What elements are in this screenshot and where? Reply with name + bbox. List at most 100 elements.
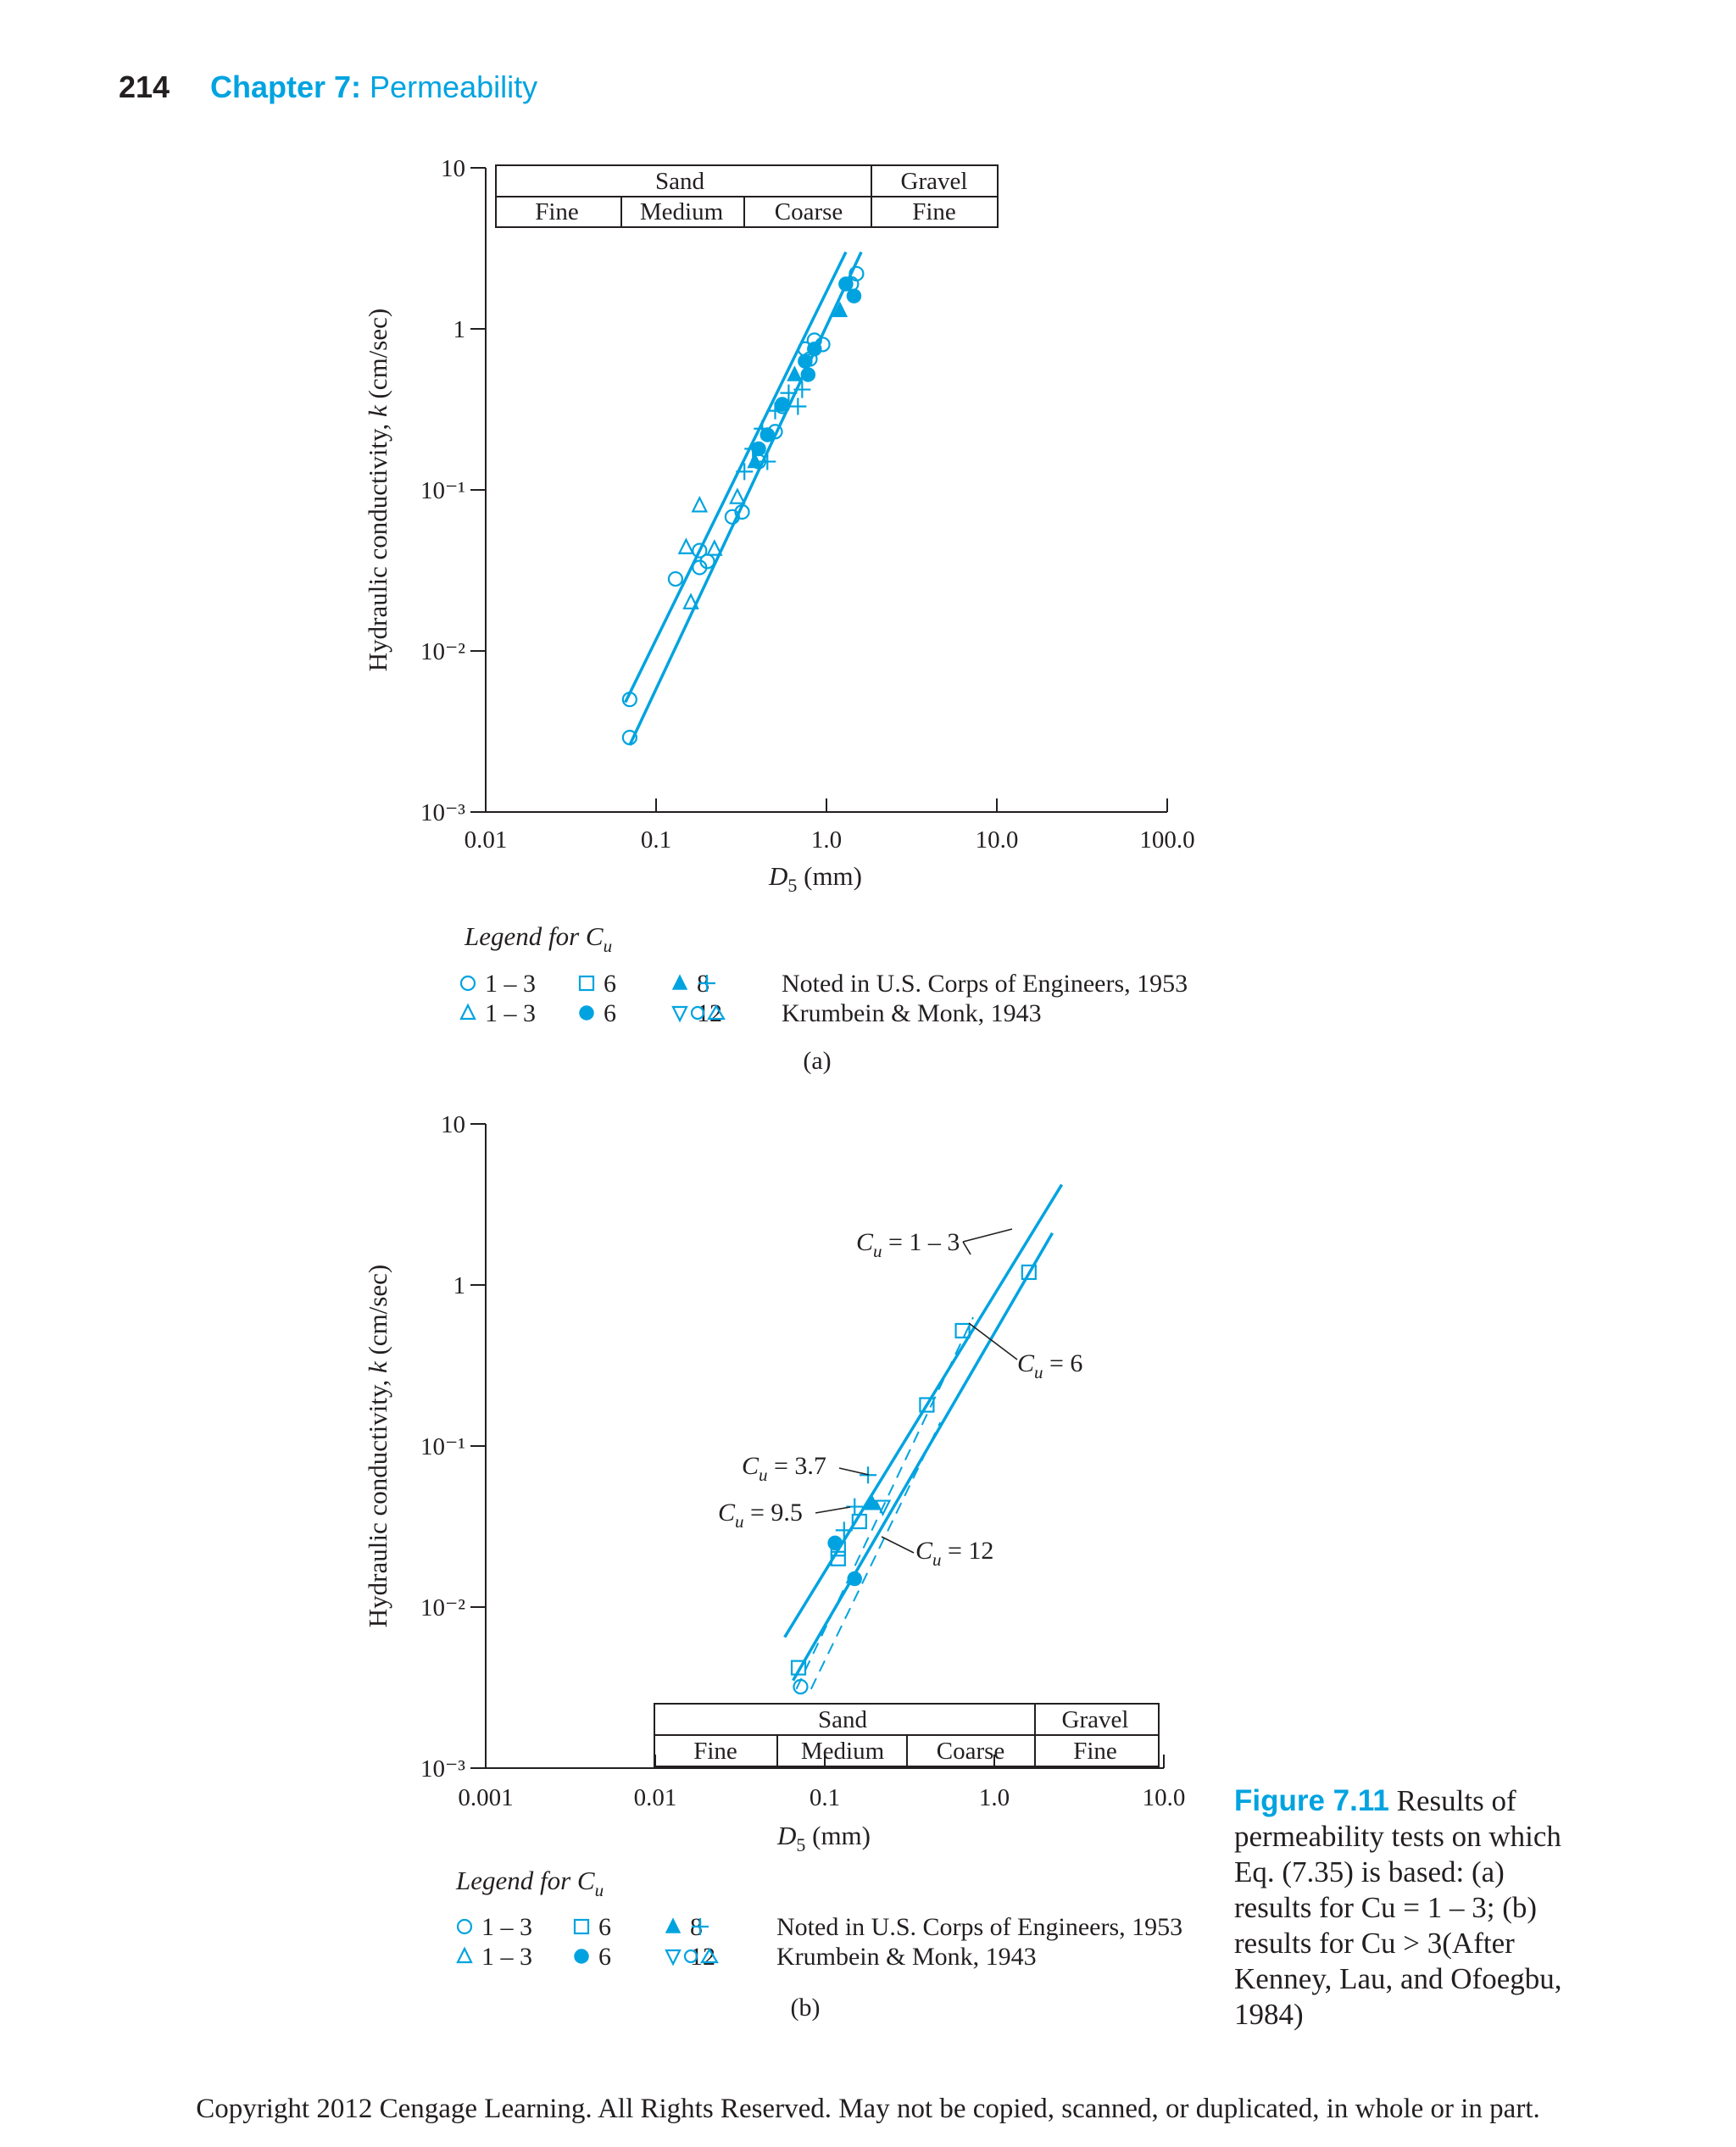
x-tick-label: 0.01 [634,1784,677,1811]
legend-marker-square-open [573,1918,590,1935]
legend-marker-triangle-filled [665,1917,682,1933]
legend-label: Noted in U.S. Corps of Engineers, 1953 [776,1913,1182,1941]
data-point-square-open [954,1322,971,1339]
x-tick-label: 0.001 [458,1784,513,1811]
data-point-plus [789,398,807,415]
legend-label: 6 [598,1943,611,1971]
data-point-square-open [1021,1264,1037,1281]
legend-label: 6 [598,1913,611,1941]
legend-label: 1 – 3 [481,1943,532,1971]
annotation-leader [815,1506,851,1514]
cu-annotation: Cu = 12 [915,1537,993,1570]
y-tick-label: 1 [453,316,466,343]
cu-annotation: Cu = 1 – 3 [856,1228,960,1261]
x-axis-label: D5 (mm) [776,1821,871,1855]
data-point-plus [780,384,798,402]
cu-annotation: Cu = 6 [1017,1349,1082,1382]
table-group-label: Gravel [1062,1706,1129,1733]
trend-line [628,251,863,746]
legend-label: 1 – 3 [485,999,536,1027]
data-point-triangle-filled [787,365,803,381]
cu-annotation: Cu = 3.7 [742,1452,826,1485]
data-point-circle-filled [846,288,862,303]
legend-marker-circle-triangle-open [690,1004,726,1021]
y-tick-label: 10⁻¹ [420,1433,465,1460]
data-point-triangle-open [706,539,723,556]
table-group-label: Sand [655,168,705,195]
x-tick-label: 0.01 [465,826,508,854]
chapter-heading: Chapter 7: Permeability [210,70,537,105]
table-class-label: Coarse [775,198,843,225]
data-point-circle-filled [775,397,790,412]
data-point-triangle-open [677,537,695,554]
y-tick-label: 1 [453,1272,466,1299]
figure-label: Figure 7.11 [1234,1784,1389,1817]
y-tick-label: 10⁻¹ [420,477,465,504]
legend-marker-triangle-open [459,1003,476,1021]
data-point-triangle-open [682,592,699,609]
legend-label: Krumbein & Monk, 1943 [782,999,1042,1027]
page-number: 214 [119,70,170,104]
table-class-label: Fine [693,1738,737,1765]
data-point-square-open [851,1513,867,1530]
x-tick-label: 0.1 [641,826,671,854]
data-point-plus [744,440,762,458]
legend-circle-shape [683,1949,698,1964]
data-point-circle-filled [807,341,822,357]
data-point-square-open [830,1550,846,1566]
y-tick-label: 10⁻² [420,638,465,665]
legend-triangle-shape [700,1947,719,1964]
panel-label: (a) [803,1047,831,1075]
x-tick-label: 100.0 [1139,826,1194,854]
legend-label: 1 – 3 [481,1913,532,1941]
legend-marker-circle-filled [574,1949,589,1964]
data-point-plus [759,453,776,470]
legend-marker-plus [692,1918,709,1935]
annotation-leader [881,1536,915,1554]
trend-line [624,251,848,704]
caption-text: Results of permeability tests on which E… [1234,1784,1562,2031]
x-tick-label: 0.1 [810,1784,840,1811]
x-tick-label: 1.0 [979,1784,1010,1811]
annotation-leader [838,1467,870,1476]
x-tick-label: 1.0 [811,826,842,854]
y-axis-label: Hydraulic conductivity, k (cm/sec) [363,1265,392,1627]
data-point-circle-filled [847,1571,862,1587]
data-point-plus [835,1521,853,1539]
y-axis-label: Hydraulic conductivity, k (cm/sec) [363,309,392,671]
figure-caption: Figure 7.11 Results of permeability test… [1234,1783,1573,2033]
legend-circle-shape [690,1005,705,1021]
data-point-plus [766,402,784,420]
table-class-label: Fine [535,198,579,225]
table-group-label: Sand [818,1706,868,1733]
legend-marker-circle-open [456,1918,473,1935]
data-point-circle-open [734,503,750,520]
legend-label: 1 – 3 [485,970,536,998]
data-point-circle-open [621,730,637,746]
data-point-square-open [790,1660,807,1676]
panel-label: (b) [791,1994,821,2022]
chapter-label: Chapter 7: [210,70,362,104]
data-point-triangle-open [691,495,709,513]
legend-marker-circle-triangle-open [683,1947,719,1964]
data-point-plus [754,420,771,437]
legend-label: Krumbein & Monk, 1943 [776,1943,1037,1971]
legend-label: 12 [690,1943,715,1971]
dashed-trend-line [810,1421,942,1690]
y-tick-label: 10 [441,1111,465,1138]
copyright-footer: Copyright 2012 Cengage Learning. All Rig… [196,2094,1540,2124]
data-point-triangle-filled [832,301,849,318]
data-point-triangle-open [729,487,746,504]
legend-title: Legend for Cu [464,921,612,956]
data-point-triangle-down-open [874,1499,892,1517]
legend-title: Legend for Cu [455,1866,604,1900]
legend-marker-circle-filled [579,1005,594,1021]
data-point-circle-filled [827,1535,843,1551]
legend-triangle-shape [707,1004,726,1021]
legend-marker-square-open [578,975,595,992]
legend-label: Noted in U.S. Corps of Engineers, 1953 [782,970,1188,998]
data-point-triangle-filled [747,452,763,469]
annotation-leader [968,1322,1018,1360]
data-point-plus [793,381,811,398]
